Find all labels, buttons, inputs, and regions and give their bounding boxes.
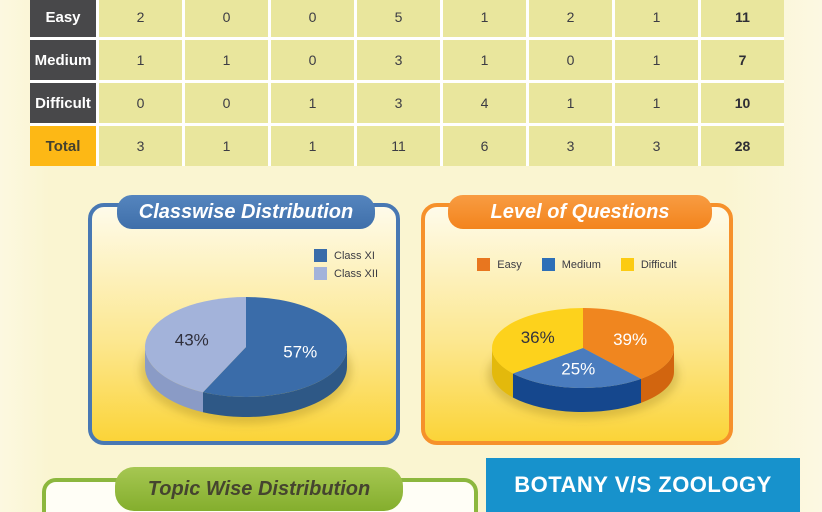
table-cell: 11 xyxy=(357,126,440,166)
table-cell: 10 xyxy=(701,83,784,123)
table-cell: 3 xyxy=(357,83,440,123)
legend-item-easy: Easy xyxy=(477,258,522,271)
table-cell: 2 xyxy=(529,0,612,37)
table-cell: 28 xyxy=(701,126,784,166)
table-cell: 3 xyxy=(357,40,440,80)
table-cell: 0 xyxy=(529,40,612,80)
table-cell: 0 xyxy=(271,40,354,80)
table-cell: 0 xyxy=(99,83,182,123)
legend-label: Easy xyxy=(497,258,522,271)
question-table: Easy 2 0 0 5 1 2 1 11 Medium 1 1 0 3 1 0 1 7 Difficult 0 0 1 3… xyxy=(30,0,784,166)
classwise-title-pill: Classwise Distribution xyxy=(117,195,375,229)
table-cell: 0 xyxy=(185,83,268,123)
table-cell: 1 xyxy=(443,40,526,80)
pie-slice-side xyxy=(492,348,513,398)
legend-item-difficult: Difficult xyxy=(620,258,677,271)
table-cell: 1 xyxy=(99,40,182,80)
pie-slice-difficult xyxy=(492,308,583,374)
legend-item-medium: Medium xyxy=(541,258,601,271)
legend-swatch xyxy=(541,258,555,271)
pie-slice-side xyxy=(512,373,642,412)
legend-swatch xyxy=(620,258,634,271)
table-cell: 2 xyxy=(99,0,182,37)
table-cell: 3 xyxy=(99,126,182,166)
pie-slice-side xyxy=(202,347,347,417)
pie-slice-easy xyxy=(583,308,674,379)
table-cell: 1 xyxy=(615,0,698,37)
table-cell: 1 xyxy=(615,40,698,80)
table-cell: 1 xyxy=(615,83,698,123)
legend-label: Class XI xyxy=(334,249,375,262)
table-cell: 7 xyxy=(701,40,784,80)
row-header-easy: Easy xyxy=(30,0,96,37)
level-of-questions-card: Easy Medium Difficult 39% 25% 36% xyxy=(421,203,733,445)
legend-swatch xyxy=(314,249,327,262)
legend-item-class-xi: Class XI xyxy=(314,249,378,262)
table-cell: 1 xyxy=(529,83,612,123)
classwise-pie-chart: 57% 43% xyxy=(140,297,352,424)
table-cell: 3 xyxy=(529,126,612,166)
pie-slice-class-xi xyxy=(202,297,348,397)
legend-swatch xyxy=(314,267,327,280)
classwise-legend: Class XI Class XII xyxy=(314,249,378,280)
pie-slice-side xyxy=(145,347,203,413)
table-cell: 1 xyxy=(271,126,354,166)
table-cell: 4 xyxy=(443,83,526,123)
pie-value-label: 43% xyxy=(175,330,209,349)
table-cell: 11 xyxy=(701,0,784,37)
table-cell: 0 xyxy=(185,0,268,37)
pie-slice-class-xii xyxy=(145,297,246,393)
legend-swatch xyxy=(477,258,491,271)
table-cell: 1 xyxy=(185,40,268,80)
table-cell: 1 xyxy=(185,126,268,166)
row-header-total: Total xyxy=(30,126,96,166)
pie-slice-medium xyxy=(512,348,642,388)
botany-banner-title: BOTANY V/S ZOOLOGY xyxy=(514,472,772,497)
botany-vs-zoology-banner: BOTANY V/S ZOOLOGY xyxy=(486,458,800,512)
row-header-medium: Medium xyxy=(30,40,96,80)
table-cell: 3 xyxy=(615,126,698,166)
pie-value-label: 25% xyxy=(561,359,595,378)
table-cell: 1 xyxy=(443,0,526,37)
table-cell: 6 xyxy=(443,126,526,166)
legend-label: Class XII xyxy=(334,267,379,280)
level-title-pill: Level of Questions xyxy=(448,195,712,229)
table-cell: 1 xyxy=(271,83,354,123)
legend-label: Difficult xyxy=(640,258,677,271)
pie-value-label: 36% xyxy=(521,328,555,347)
level-legend: Easy Medium Difficult xyxy=(425,258,729,271)
table-cell: 5 xyxy=(357,0,440,37)
pie-slice-side xyxy=(641,348,674,403)
legend-label: Medium xyxy=(561,258,601,271)
table-cell: 0 xyxy=(271,0,354,37)
level-pie-chart: 39% 25% 36% xyxy=(487,308,679,419)
pie-value-label: 39% xyxy=(613,330,647,349)
pie-value-label: 57% xyxy=(283,342,317,361)
legend-item-class-xii: Class XII xyxy=(314,267,378,280)
row-header-difficult: Difficult xyxy=(30,83,96,123)
classwise-distribution-card: Class XI Class XII 57% 43% xyxy=(88,203,400,445)
topic-wise-title-pill: Topic Wise Distribution xyxy=(115,467,403,511)
